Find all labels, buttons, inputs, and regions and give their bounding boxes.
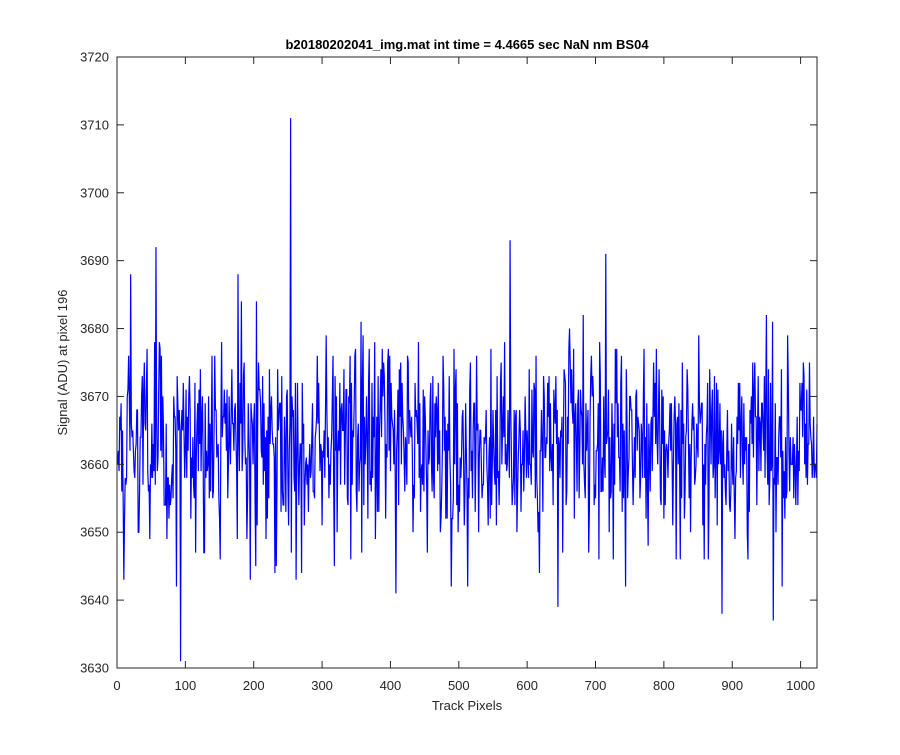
signal-series-line xyxy=(117,118,818,662)
y-ticks: 3630 3640 3650 3660 3670 3680 3690 3700 3710 3720 xyxy=(80,50,817,676)
y-tick-label: 3720 xyxy=(80,50,109,65)
y-tick-label: 3680 xyxy=(80,321,109,336)
y-tick-label: 3670 xyxy=(80,389,109,404)
y-tick-label: 3690 xyxy=(80,253,109,268)
y-tick-label: 3650 xyxy=(80,525,109,540)
x-tick-label: 800 xyxy=(653,678,675,693)
x-tick-label: 300 xyxy=(311,678,333,693)
x-axis-label: Track Pixels xyxy=(432,698,503,713)
y-tick-label: 3640 xyxy=(80,593,109,608)
x-tick-label: 200 xyxy=(243,678,265,693)
x-tick-label: 500 xyxy=(448,678,470,693)
chart-title: b20180202041_img.mat int time = 4.4665 s… xyxy=(285,37,649,52)
series-layer xyxy=(117,118,818,662)
x-tick-label: 600 xyxy=(516,678,538,693)
y-tick-label: 3660 xyxy=(80,457,109,472)
axes-box xyxy=(116,56,818,669)
x-tick-label: 400 xyxy=(380,678,402,693)
x-tick-label: 900 xyxy=(721,678,743,693)
x-ticks: 0 100 200 300 400 500 600 700 800 900 1000 xyxy=(113,57,815,693)
x-tick-label: 0 xyxy=(113,678,120,693)
y-tick-label: 3700 xyxy=(80,185,109,200)
x-tick-label: 100 xyxy=(175,678,197,693)
x-tick-label: 700 xyxy=(585,678,607,693)
y-axis-label: Signal (ADU) at pixel 196 xyxy=(55,290,70,436)
y-tick-label: 3630 xyxy=(80,661,109,676)
x-tick-label: 1000 xyxy=(786,678,815,693)
y-tick-label: 3710 xyxy=(80,117,109,132)
